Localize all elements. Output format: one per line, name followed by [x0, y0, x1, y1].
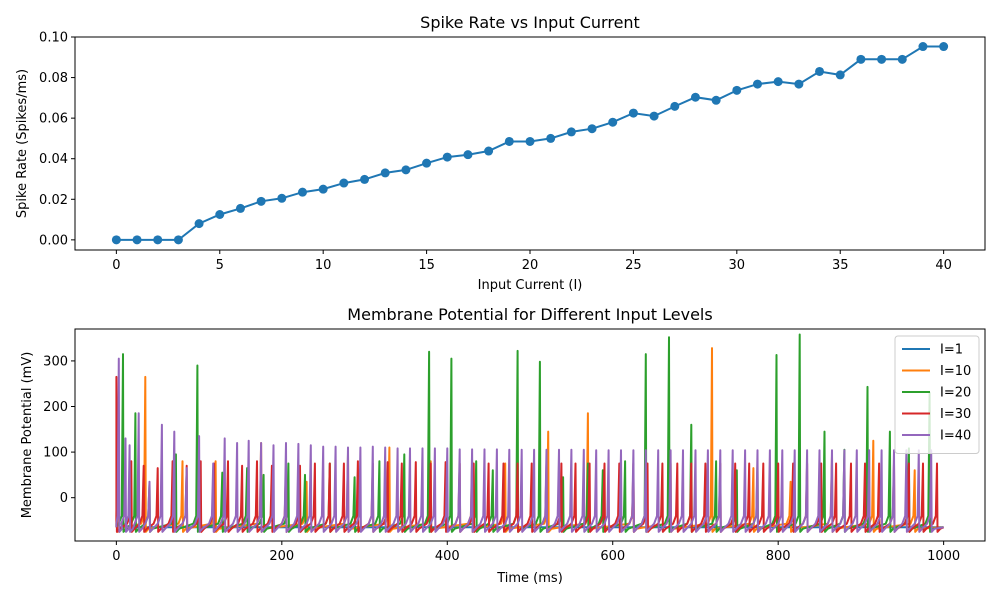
x-tick-label: 25 [625, 258, 642, 273]
spike-rate-point [815, 66, 825, 76]
spike-rate-point [773, 77, 783, 87]
x-tick-label: 200 [269, 549, 294, 564]
spike-rate-point [318, 184, 328, 194]
spike-rate-point [525, 136, 535, 146]
spike-rate-point [649, 111, 659, 121]
spike-rate-point [235, 203, 245, 213]
spike-rate-point [256, 196, 266, 206]
y-tick-label: 0 [60, 491, 68, 506]
spike-rate-point [132, 235, 142, 245]
x-tick-label: 600 [600, 549, 625, 564]
membrane-potential-chart: Membrane Potential for Different Input L… [20, 305, 986, 586]
chart2-xlabel: Time (ms) [496, 571, 563, 586]
spike-rate-point [608, 117, 618, 127]
spike-rate-point [587, 124, 597, 134]
spike-rate-point [111, 235, 121, 245]
chart2-title: Membrane Potential for Different Input L… [347, 305, 712, 324]
x-tick-label: 400 [435, 549, 460, 564]
spike-rate-point [360, 174, 370, 184]
chart1-xlabel: Input Current (I) [478, 278, 583, 293]
spike-rate-point [401, 165, 411, 175]
x-tick-label: 10 [315, 258, 332, 273]
chart1-title: Spike Rate vs Input Current [420, 13, 640, 32]
y-tick-label: 100 [43, 446, 68, 461]
spike-rate-point [380, 168, 390, 178]
spike-rate-point [298, 187, 307, 197]
y-tick-label: 200 [43, 400, 68, 415]
x-tick-label: 40 [935, 258, 952, 273]
spike-rate-point [422, 158, 432, 168]
membrane-trace-i-10 [115, 347, 944, 533]
spike-rate-point [690, 92, 700, 102]
chart1-ylabel: Spike Rate (Spikes/ms) [15, 69, 30, 218]
legend-label: I=10 [940, 364, 971, 379]
spike-rate-point [442, 152, 452, 162]
spike-rate-point [463, 150, 473, 160]
x-tick-label: 5 [216, 258, 224, 273]
x-tick-label: 35 [832, 258, 849, 273]
spike-rate-point [918, 42, 928, 52]
y-tick-label: 0.10 [39, 31, 68, 46]
spike-rate-point [215, 210, 225, 219]
spike-rate-point [504, 136, 514, 146]
y-tick-label: 0.00 [39, 233, 68, 248]
x-tick-label: 800 [766, 549, 791, 564]
spike-rate-point [897, 54, 907, 64]
y-tick-label: 0.04 [39, 152, 68, 167]
chart1-plot-area [111, 42, 949, 245]
legend-label: I=30 [940, 407, 971, 422]
y-tick-label: 0.08 [39, 71, 68, 86]
spike-rate-point [173, 235, 183, 245]
y-tick-label: 0.02 [39, 193, 68, 208]
spike-rate-point [670, 101, 680, 111]
chart1-x-ticks: 0 5 10 15 20 25 30 35 40 [112, 250, 952, 273]
chart2-x-ticks: 0 200 400 600 800 1000 [112, 541, 960, 564]
spike-rate-point [339, 178, 349, 188]
y-tick-label: 300 [43, 354, 68, 369]
spike-rate-point [856, 54, 866, 64]
chart2-axes-frame [74, 328, 986, 542]
legend-box [894, 335, 980, 454]
spike-rate-point [546, 133, 556, 143]
spike-rate-point [794, 79, 804, 89]
x-tick-label: 20 [522, 258, 539, 273]
membrane-trace-i-40 [115, 357, 944, 533]
spike-rate-point [939, 42, 949, 52]
spike-rate-point [732, 85, 742, 95]
chart2-legend: I=1 I=10 I=20 I=30 I=40 [894, 335, 980, 454]
legend-label: I=40 [940, 429, 971, 444]
chart1-y-ticks: 0.00 0.02 0.04 0.06 0.08 0.10 [39, 31, 75, 248]
spike-rate-point [194, 219, 204, 229]
spike-rate-point [711, 95, 721, 105]
spike-rate-chart: Spike Rate vs Input Current 0 5 10 15 20 25 30… [15, 13, 986, 293]
x-tick-label: 30 [729, 258, 746, 273]
legend-label: I=1 [940, 343, 963, 358]
chart2-y-ticks: 0 100 200 300 [43, 354, 75, 506]
spike-rate-point [835, 70, 845, 80]
spike-rate-point [566, 127, 576, 137]
chart2-plot-area [115, 333, 944, 533]
x-tick-label: 1000 [927, 549, 960, 564]
spike-rate-point [277, 193, 287, 203]
legend-label: I=20 [940, 386, 971, 401]
spike-rate-point [877, 54, 887, 64]
x-tick-label: 15 [418, 258, 435, 273]
y-tick-label: 0.06 [39, 112, 68, 127]
spike-rate-point [484, 146, 494, 156]
x-tick-label: 0 [112, 258, 120, 273]
spike-rate-point [753, 79, 762, 89]
spike-rate-point [153, 235, 163, 245]
chart2-ylabel: Membrane Potential (mV) [20, 352, 35, 519]
spike-rate-point [628, 108, 638, 118]
x-tick-label: 0 [112, 549, 120, 564]
